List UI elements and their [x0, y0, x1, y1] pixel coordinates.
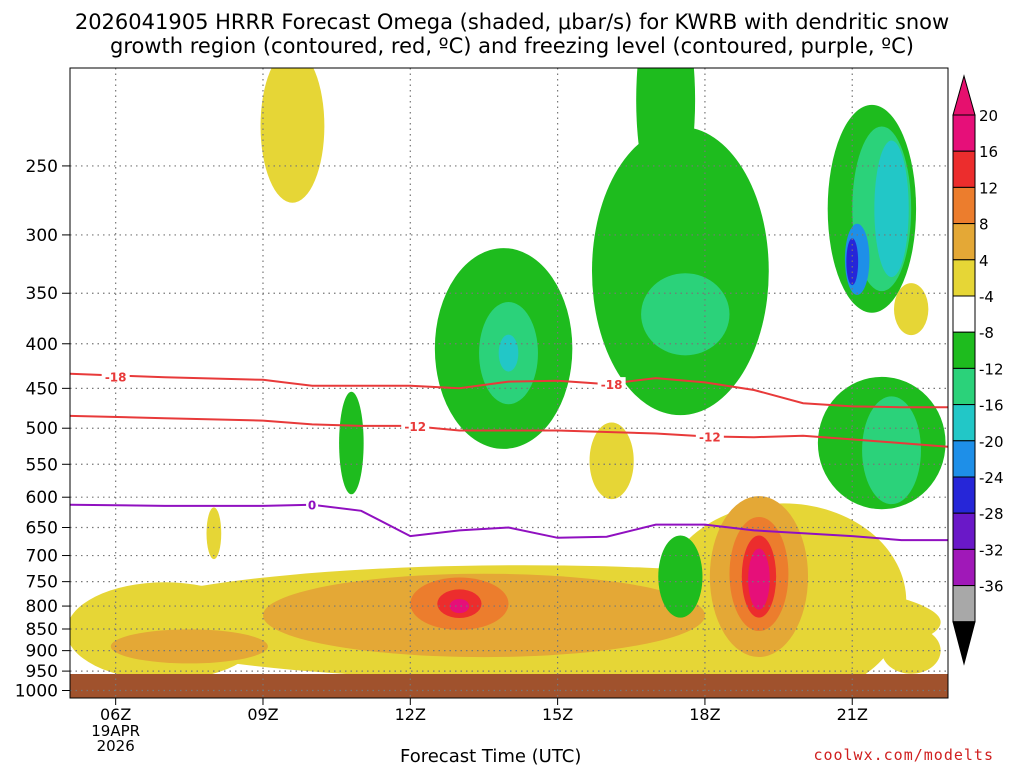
omega-region-pos-4-7 — [893, 283, 929, 336]
colorbar-segment-zero — [952, 295, 976, 333]
colorbar-segment-neg-32 — [952, 585, 976, 623]
colorbar-label-13: -36 — [979, 578, 1004, 596]
colorbar-label-10: -24 — [979, 469, 1004, 487]
colorbar-bottom-arrow — [952, 621, 976, 666]
contour-line-minus18-0 — [70, 372, 948, 409]
colorbar-segment-neg-8 — [952, 367, 976, 406]
contour-line-minus12-1 — [70, 414, 948, 448]
colorbar-label-7: -12 — [979, 360, 1004, 378]
colorbar-label-4: 4 — [979, 252, 989, 270]
colorbar-segment-neg-28 — [952, 548, 976, 587]
colorbar-segment-neg-20 — [952, 476, 976, 514]
colorbar-segment-neg-4 — [952, 331, 976, 369]
contour-label-bg-4 — [306, 497, 319, 511]
colorbar-label-12: -32 — [979, 541, 1004, 559]
contour-line-0-2 — [70, 503, 948, 542]
omega-region-pos-20-15 — [449, 598, 470, 614]
y-tick-label-450: 450 — [26, 379, 58, 399]
terrain-ground — [70, 674, 948, 698]
x-tick-label-09Z: 09Z — [247, 705, 278, 724]
colorbar-label-5: -4 — [979, 288, 994, 306]
colorbar-label-2: 12 — [979, 179, 998, 197]
omega-region-pos-4-3 — [589, 422, 634, 500]
omega-region-neg-4-19 — [636, 68, 696, 212]
colorbar-label-6: -8 — [979, 324, 994, 342]
y-tick-label-300: 300 — [26, 226, 58, 246]
y-tick-label-850: 850 — [26, 620, 58, 640]
omega-region-neg-8-25 — [641, 273, 730, 356]
x-tick-sublabel-1: 2026 — [97, 737, 135, 755]
contour-label-bg-3 — [695, 429, 724, 443]
x-axis-title: Forecast Time (UTC) — [400, 746, 582, 767]
y-tick-label-400: 400 — [26, 335, 58, 355]
x-tick-label-12Z: 12Z — [395, 705, 426, 724]
colorbar-label-11: -28 — [979, 505, 1004, 523]
chart-title-line-2: growth region (contoured, red, ºC) and f… — [110, 34, 914, 58]
omega-region-neg-4-18 — [591, 126, 769, 416]
colorbar-label-1: 16 — [979, 143, 998, 161]
chart-title-line-1: 2026041905 HRRR Forecast Omega (shaded, … — [74, 10, 950, 34]
contour-label-2: -12 — [404, 420, 426, 434]
colorbar-segment-neg-12 — [952, 404, 976, 442]
colorbar-label-8: -16 — [979, 397, 1004, 415]
omega-region-pos-4-2 — [260, 68, 325, 203]
colorbar-segment-pos-16 — [952, 150, 976, 188]
colorbar-segment-pos-8 — [952, 223, 976, 261]
colorbar-segment-pos-12 — [952, 186, 976, 225]
y-tick-label-900: 900 — [26, 642, 58, 662]
omega-region-neg-12-29 — [874, 140, 909, 278]
x-tick-label-18Z: 18Z — [689, 705, 720, 724]
y-tick-label-350: 350 — [26, 284, 58, 304]
omega-region-neg-4-23 — [658, 535, 703, 618]
colorbar-segment-pos-20 — [952, 114, 976, 152]
x-tick-label-06Z: 06Z — [100, 705, 131, 724]
y-tick-label-950: 950 — [26, 662, 58, 682]
colorbar-label-3: 8 — [979, 216, 989, 234]
credit-text: coolwx.com/modelts — [813, 746, 994, 764]
omega-region-pos-20-16 — [748, 548, 770, 610]
y-tick-label-500: 500 — [26, 419, 58, 439]
colorbar-segment-neg-16 — [952, 440, 976, 478]
contour-label-1: -18 — [601, 378, 623, 392]
contour-label-bg-0 — [101, 369, 130, 383]
y-tick-label-650: 650 — [26, 518, 58, 538]
y-tick-label-600: 600 — [26, 488, 58, 508]
colorbar-label-9: -20 — [979, 433, 1004, 451]
x-tick-label-15Z: 15Z — [542, 705, 573, 724]
contour-label-0: -18 — [105, 370, 127, 384]
omega-region-neg-8-27 — [862, 396, 921, 505]
x-tick-label-21Z: 21Z — [837, 705, 868, 724]
contour-label-4: 0 — [308, 499, 316, 513]
y-tick-label-1000: 1000 — [15, 682, 58, 702]
y-tick-label-750: 750 — [26, 573, 58, 593]
contour-label-3: -12 — [699, 430, 721, 444]
omega-region-neg-12-28 — [498, 334, 519, 372]
x-tick-sublabel-0: 19APR — [91, 722, 140, 740]
colorbar-top-arrow — [952, 74, 976, 116]
colorbar-segment-pos-4 — [952, 259, 976, 297]
y-tick-label-550: 550 — [26, 455, 58, 475]
contour-label-bg-1 — [597, 377, 626, 391]
y-tick-label-800: 800 — [26, 597, 58, 617]
plot-frame — [69, 67, 949, 699]
contour-label-bg-2 — [401, 418, 430, 432]
y-tick-label-700: 700 — [26, 547, 58, 567]
omega-region-pos-8-9 — [110, 629, 268, 664]
omega-region-pos-4-4 — [206, 507, 222, 560]
colorbar-label-0: 20 — [979, 107, 998, 125]
colorbar-segment-neg-24 — [952, 512, 976, 550]
omega-region-pos-4-6 — [881, 627, 941, 674]
y-tick-label-250: 250 — [26, 157, 58, 177]
omega-region-neg-4-22 — [339, 391, 364, 495]
